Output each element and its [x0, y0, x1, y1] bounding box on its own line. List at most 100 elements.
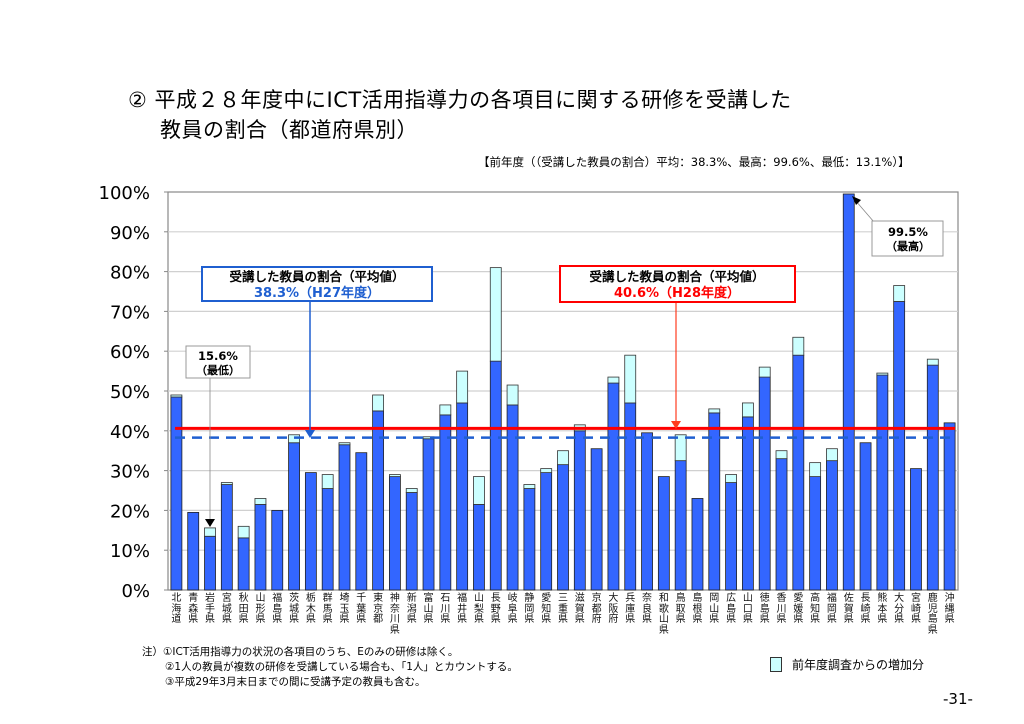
bar-increase: [741, 402, 754, 418]
bar-increase: [338, 442, 351, 446]
max-box: [871, 220, 944, 257]
x-tick-label: 沖縄県: [944, 593, 955, 625]
bar-increase: [624, 354, 637, 404]
x-tick-label: 新潟県: [406, 593, 417, 625]
footnote-2: ②1人の教員が複数の研修を受講している場合も、「1人」とカウントする。: [165, 661, 518, 673]
bar-base: [674, 460, 687, 591]
max-value: 99.5%: [888, 225, 928, 239]
bar-increase: [540, 468, 553, 473]
x-tick-label: 長崎県: [860, 593, 871, 625]
bar-base: [405, 492, 418, 591]
x-tick-label: 岐阜県: [507, 593, 518, 625]
bar-base: [607, 382, 620, 591]
x-tick-label: 山形県: [255, 593, 266, 625]
y-tick-label: 20%: [110, 501, 150, 522]
h28-average-value: 40.6%（H28年度）: [614, 285, 740, 301]
x-tick-label: 茨城県: [289, 593, 300, 625]
bar-base: [910, 468, 922, 591]
previous-year-summary: 【前年度（（受講した教員の割合）平均：38.3%、最高：99.6%、最低：13.…: [478, 155, 910, 169]
x-tick-label: 大阪府: [608, 593, 619, 625]
x-tick-label: 京都府: [591, 593, 602, 625]
bar-increase: [405, 488, 418, 493]
bar-base: [893, 301, 906, 591]
y-tick-label: 30%: [110, 462, 150, 483]
bar-base: [271, 509, 284, 591]
bar-base: [792, 354, 805, 591]
bar-base: [389, 476, 401, 591]
bar-base: [439, 414, 452, 591]
bar-increase: [926, 358, 939, 366]
bar-base: [741, 416, 754, 591]
bar-base: [624, 402, 637, 591]
x-tick-label: 三重県: [558, 593, 568, 625]
bar-base: [204, 535, 216, 591]
y-tick-label: 100%: [99, 183, 150, 204]
bar-base: [708, 412, 721, 591]
x-tick-label: 福岡県: [826, 593, 837, 625]
footnotes: 注）①ICT活用指導力の状況の各項目のうち、Eのみの研修は除く。 ②1人の教員が…: [142, 645, 518, 690]
bar-increase: [389, 474, 401, 477]
y-tick-label: 70%: [110, 302, 150, 323]
y-tick-label: 50%: [110, 382, 150, 403]
bar-base: [943, 422, 956, 591]
x-tick-label: 宮崎県: [910, 593, 921, 625]
x-tick-label: 大分県: [894, 593, 905, 625]
x-tick-label: 秋田県: [238, 593, 249, 625]
x-tick-label: 山梨県: [473, 593, 484, 625]
x-tick-label: 徳島県: [759, 593, 770, 625]
x-tick-label: 高知県: [810, 593, 821, 625]
x-tick-label: 群馬県: [322, 593, 333, 625]
max-arrow-head: [852, 196, 861, 205]
y-tick-label: 60%: [110, 342, 150, 363]
h28-average-label: 受講した教員の割合（平均値）: [589, 269, 764, 284]
bar-increase: [725, 474, 737, 483]
bar-base: [288, 442, 300, 591]
y-tick-label: 40%: [110, 422, 150, 443]
bar-base: [254, 504, 267, 591]
x-tick-label: 静岡県: [524, 593, 535, 625]
bar-base: [523, 488, 536, 591]
x-tick-label: 佐賀県: [843, 593, 854, 625]
bar-base: [590, 448, 603, 591]
bar-base: [338, 444, 351, 591]
bar-base: [775, 458, 788, 591]
bar-base: [842, 193, 855, 591]
bar-base: [641, 432, 653, 591]
bar-increase: [809, 462, 822, 477]
x-tick-label: 岩手県: [205, 593, 216, 625]
legend-increase-label: 前年度調査からの増加分: [792, 658, 925, 672]
bar-base: [473, 504, 485, 591]
bar-increase: [893, 285, 906, 302]
bar-base: [926, 364, 939, 591]
y-tick-label: 90%: [110, 223, 150, 244]
x-tick-label: 石川県: [440, 593, 451, 625]
bar-increase: [220, 482, 233, 485]
bar-increase: [489, 267, 502, 362]
x-tick-label: 青森県: [188, 593, 199, 625]
h27-arrow-head: [305, 430, 315, 438]
bar-base: [321, 488, 334, 591]
x-tick-label: 愛知県: [541, 593, 552, 625]
h27-average-box: [201, 266, 433, 302]
x-tick-label: 神奈川県: [389, 593, 400, 636]
bar-increase: [826, 448, 838, 462]
legend-increase-swatch: [770, 657, 782, 672]
min-arrow-head: [205, 519, 215, 527]
bar-increase: [876, 372, 889, 376]
x-tick-label: 鳥取県: [675, 593, 686, 625]
x-tick-label: 東京都: [373, 593, 384, 625]
max-pointer-line: [854, 199, 875, 223]
x-tick-label: 長野県: [490, 593, 501, 625]
bar-increase: [674, 434, 687, 462]
bar-base: [456, 402, 469, 591]
bar-base: [422, 438, 435, 591]
x-tick-label: 北海道: [171, 593, 182, 625]
bar-increase: [775, 450, 788, 460]
y-tick-label: 10%: [110, 541, 150, 562]
bar-base: [657, 476, 670, 591]
min-box: [185, 345, 251, 379]
bar-increase: [170, 394, 183, 398]
x-tick-label: 愛媛県: [793, 593, 804, 625]
x-tick-label: 和歌山県: [658, 593, 669, 636]
